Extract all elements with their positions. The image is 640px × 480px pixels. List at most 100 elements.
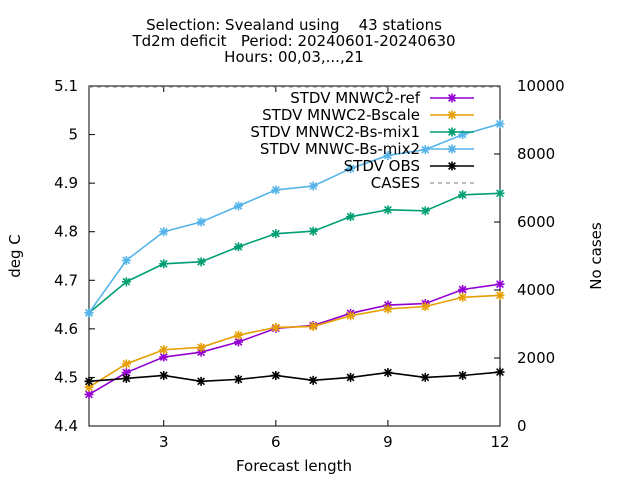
data-point — [84, 389, 94, 399]
data-point — [84, 376, 94, 386]
y-tick-label: 4.9 — [54, 174, 78, 192]
data-point — [121, 359, 131, 369]
legend-entry: STDV MNWC2-ref — [290, 89, 474, 107]
y-tick-label: 4.7 — [54, 271, 78, 289]
data-point — [458, 190, 468, 200]
y2-axis-label: No cases — [587, 222, 605, 290]
data-point — [495, 290, 505, 300]
y-tick-label: 4.6 — [54, 320, 78, 338]
title-line: Selection: Svealand using 43 stations — [146, 16, 442, 34]
legend-entry: STDV OBS — [344, 157, 474, 175]
data-point — [383, 150, 393, 160]
plot-frame — [88, 85, 501, 427]
data-point — [308, 375, 318, 385]
series-line — [88, 371, 501, 383]
series-line — [88, 192, 501, 314]
x-tick-label: 12 — [490, 433, 509, 451]
y-tick-label: 4.4 — [54, 417, 78, 435]
legend-label: STDV MNWC-Bs-mix2 — [260, 140, 420, 158]
legend-entry: STDV MNWC2-Bs-mix1 — [250, 123, 474, 141]
series-3 — [84, 119, 505, 318]
data-point — [196, 347, 206, 357]
data-point — [196, 217, 206, 227]
data-point — [271, 370, 281, 380]
data-point — [447, 127, 457, 137]
data-point — [495, 367, 505, 377]
data-point — [447, 161, 457, 171]
data-point — [458, 130, 468, 140]
legend-label: STDV MNWC2-Bscale — [262, 106, 420, 124]
y2-tick-label: 2000 — [517, 349, 555, 367]
data-point — [383, 304, 393, 314]
y2-tick-label: 0 — [517, 417, 527, 435]
data-point — [271, 185, 281, 195]
y2-tick-label: 4000 — [517, 281, 555, 299]
data-point — [159, 352, 169, 362]
x-axis-label: Forecast length — [236, 457, 352, 475]
data-point — [233, 337, 243, 347]
data-point — [159, 227, 169, 237]
y2-tick-label: 6000 — [517, 213, 555, 231]
data-point — [196, 376, 206, 386]
data-point — [308, 181, 318, 191]
data-point — [447, 93, 457, 103]
axis-ticks: 4.4 4.5 4.6 4.7 4.8 4.9 5 5.1 0 2000 4000 6000 8000 1… — [54, 77, 565, 451]
data-point — [383, 205, 393, 215]
y-tick-label: 4.5 — [54, 368, 78, 386]
series-1 — [84, 290, 505, 392]
data-point — [121, 277, 131, 287]
legend-label: STDV MNWC2-ref — [290, 89, 420, 107]
data-point — [121, 373, 131, 383]
series-0 — [84, 279, 505, 399]
data-point — [233, 374, 243, 384]
series-lines — [84, 86, 505, 399]
x-tick-label: 9 — [383, 433, 393, 451]
title-line: Hours: 00,03,...,21 — [224, 48, 364, 66]
data-point — [458, 370, 468, 380]
data-point — [233, 242, 243, 252]
legend-entry: STDV MNWC-Bs-mix2 — [260, 140, 474, 158]
y-tick-label: 5 — [68, 126, 78, 144]
data-point — [346, 372, 356, 382]
y-axis-label: deg C — [6, 234, 24, 278]
series-line — [88, 123, 501, 314]
data-point — [495, 279, 505, 289]
legend-label: CASES — [371, 174, 420, 192]
series-4 — [84, 367, 505, 386]
data-point — [233, 330, 243, 340]
chart-title: Selection: Svealand using 43 stationsTd2… — [131, 16, 455, 66]
data-point — [346, 212, 356, 222]
data-point — [271, 229, 281, 239]
data-point — [121, 255, 131, 265]
y2-tick-label: 10000 — [517, 77, 565, 95]
y2-tick-label: 8000 — [517, 145, 555, 163]
data-point — [420, 206, 430, 216]
data-point — [346, 164, 356, 174]
legend-label: STDV MNWC2-Bs-mix1 — [250, 123, 420, 141]
data-point — [458, 292, 468, 302]
series-line — [88, 294, 501, 388]
data-point — [308, 226, 318, 236]
data-point — [495, 119, 505, 129]
legend-label: STDV OBS — [344, 157, 420, 175]
legend-entry: CASES — [371, 174, 474, 192]
data-point — [383, 368, 393, 378]
data-point — [159, 259, 169, 269]
data-point — [447, 110, 457, 120]
data-point — [196, 342, 206, 352]
y-tick-label: 5.1 — [54, 77, 78, 95]
data-point — [346, 311, 356, 321]
data-point — [458, 285, 468, 295]
data-point — [84, 308, 94, 318]
data-point — [420, 372, 430, 382]
data-point — [233, 201, 243, 211]
title-line: Td2m deficit Period: 20240601-20240630 — [131, 32, 455, 50]
legend-entry: STDV MNWC2-Bscale — [262, 106, 474, 124]
data-point — [159, 345, 169, 355]
x-tick-label: 3 — [159, 433, 169, 451]
data-point — [420, 302, 430, 312]
data-point — [196, 257, 206, 267]
data-point — [495, 188, 505, 198]
